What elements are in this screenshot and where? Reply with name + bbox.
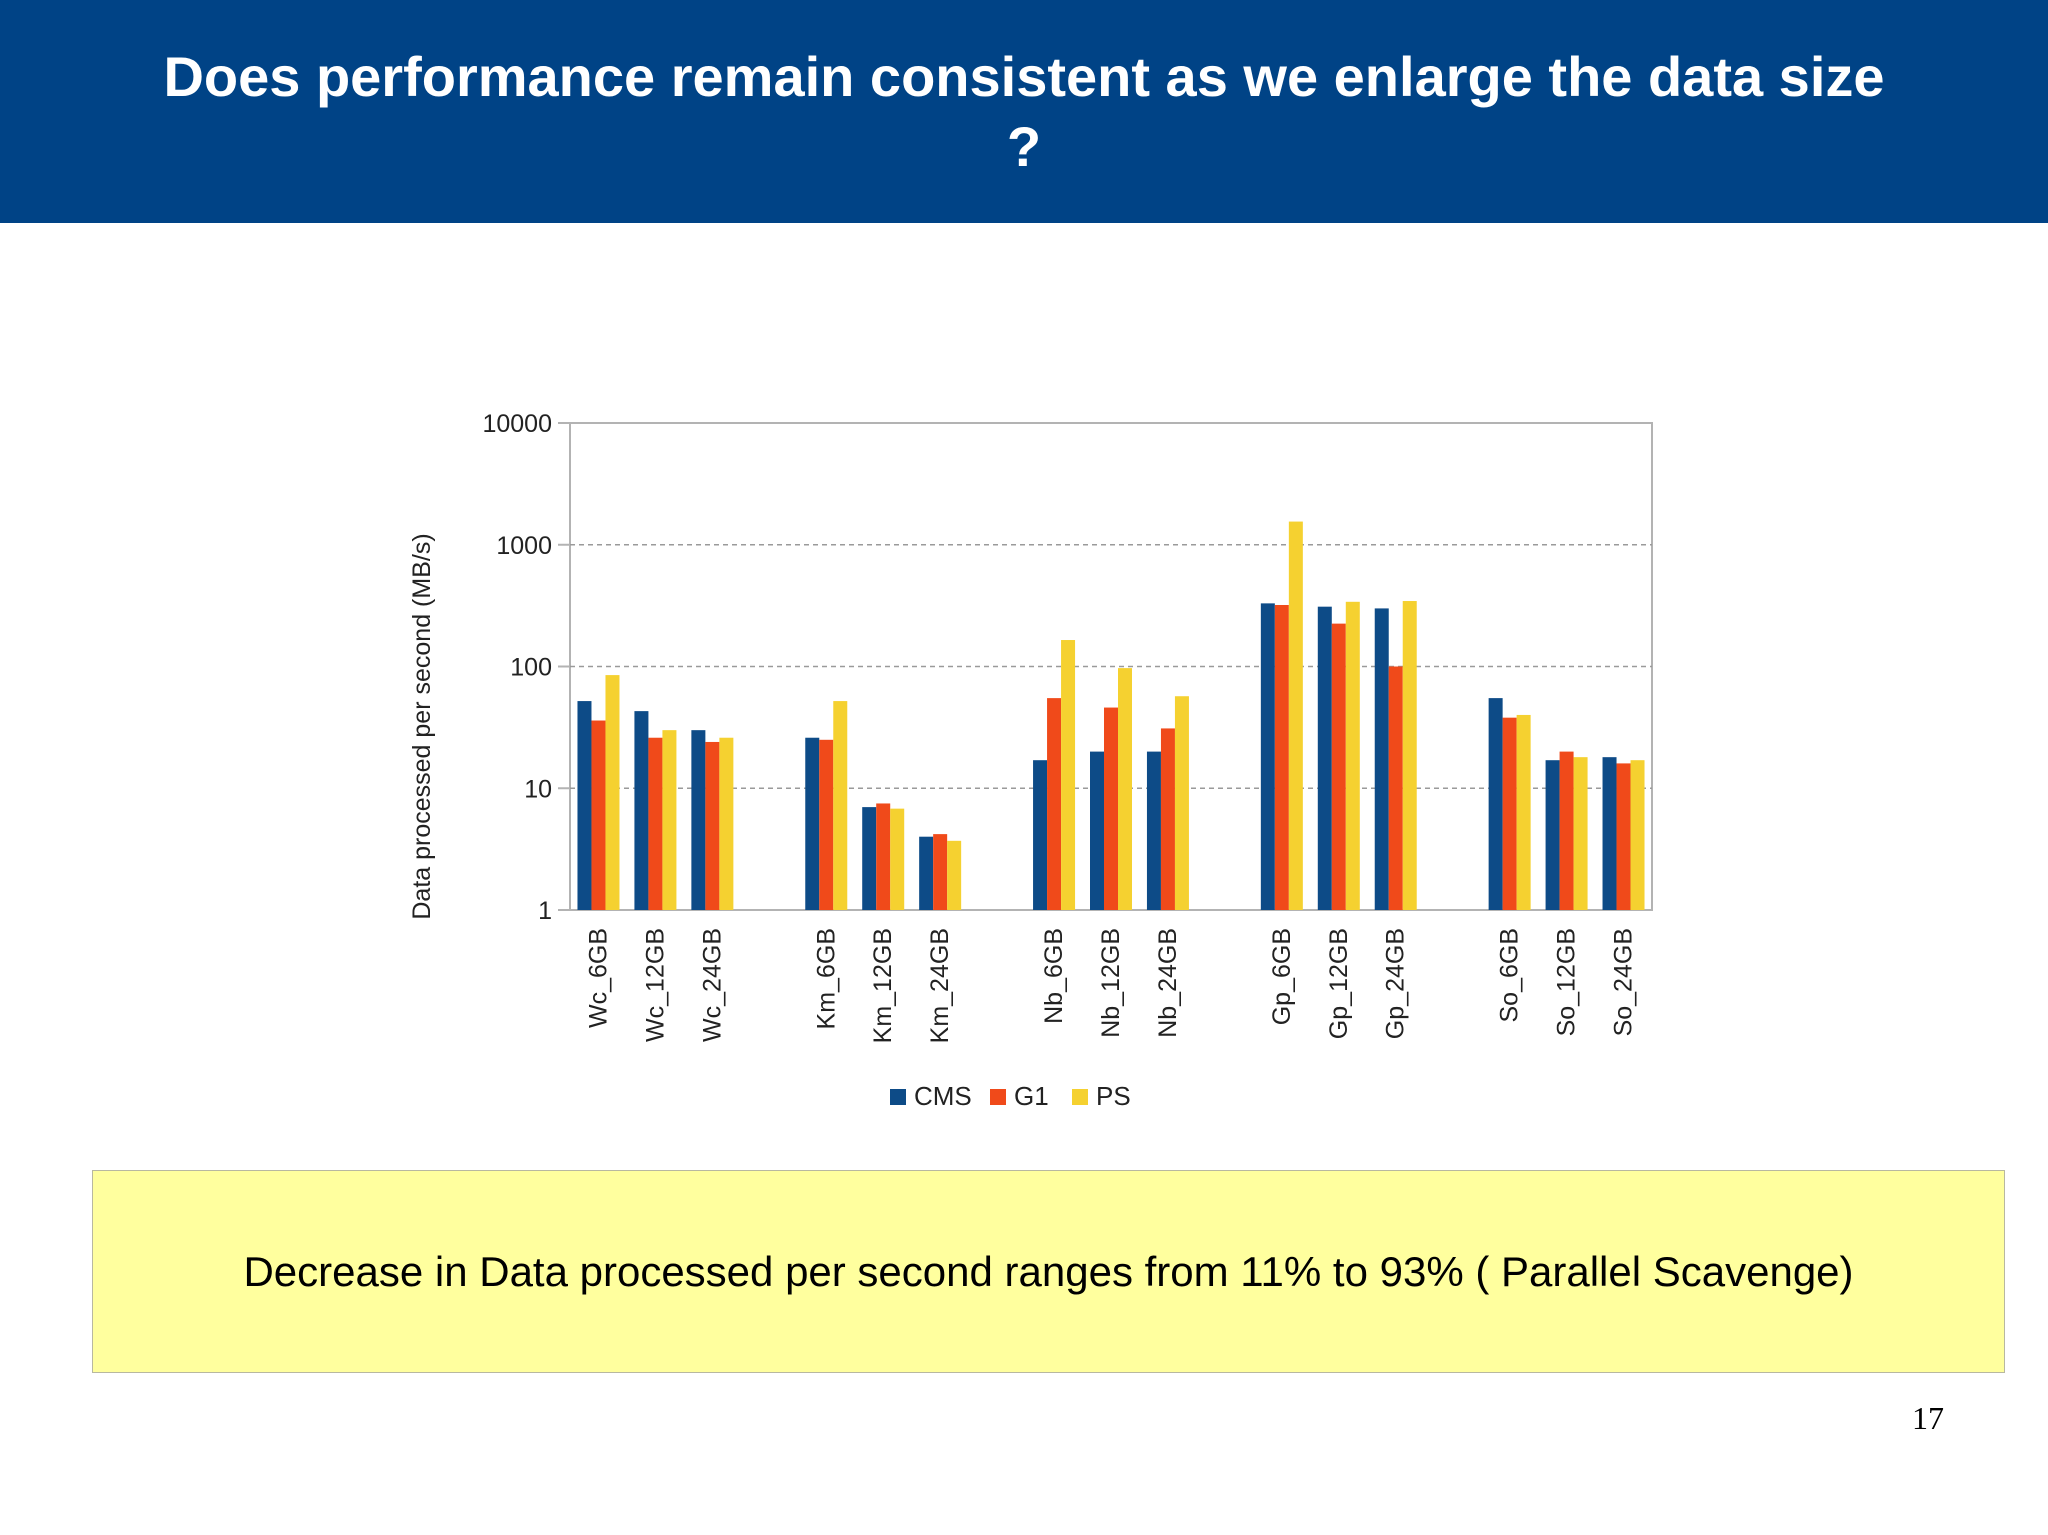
bar-g1-nb-24gb: [1160, 728, 1175, 910]
bar-cms-gp-24gb: [1374, 608, 1389, 910]
bar-ps-wc-24gb: [719, 737, 734, 910]
bar-g1-wc-24gb: [705, 741, 720, 910]
bar-ps-gp-12gb: [1345, 601, 1360, 910]
callout-box: Decrease in Data processed per second ra…: [92, 1170, 2005, 1373]
slide-title: Does performance remain consistent as we…: [163, 44, 1885, 178]
legend-swatch-g1: [990, 1089, 1006, 1105]
x-tick-label: Km_24GB: [926, 928, 954, 1043]
x-tick-label: Wc_24GB: [698, 928, 726, 1042]
bar-g1-so-6gb: [1502, 717, 1517, 910]
bar-ps-gp-24gb: [1402, 601, 1417, 910]
bar-g1-wc-6gb: [591, 720, 606, 910]
bar-g1-gp-12gb: [1331, 623, 1346, 910]
bar-cms-km-6gb: [805, 737, 820, 910]
x-tick-label: So_6GB: [1496, 928, 1524, 1023]
bar-ps-wc-6gb: [605, 675, 620, 910]
bar-ps-so-24gb: [1630, 760, 1645, 910]
bar-cms-wc-6gb: [577, 701, 592, 910]
bar-cms-so-24gb: [1602, 757, 1617, 910]
page-number: 17: [1912, 1400, 1944, 1436]
bar-cms-wc-12gb: [634, 711, 649, 910]
x-tick-label: So_12GB: [1553, 928, 1581, 1036]
legend-label-cms: CMS: [914, 1081, 972, 1111]
y-tick-label: 10000: [482, 410, 552, 438]
x-tick-label: Wc_12GB: [641, 928, 669, 1042]
bar-g1-wc-12gb: [648, 737, 663, 910]
bar-cms-nb-24gb: [1146, 751, 1161, 910]
bar-cms-gp-6gb: [1260, 603, 1275, 910]
y-tick-label: 1000: [496, 532, 552, 560]
bar-cms-so-6gb: [1488, 698, 1503, 910]
chart-svg: 1 10 100 1000 10000 Data processed per second…: [408, 410, 1653, 1111]
bar-ps-wc-12gb: [662, 730, 677, 910]
x-tick-label: Gp_12GB: [1325, 928, 1353, 1039]
bar-g1-gp-24gb: [1388, 666, 1403, 910]
bar-ps-so-6gb: [1516, 714, 1531, 910]
bar-cms-nb-12gb: [1090, 751, 1104, 910]
bar-cms-wc-24gb: [691, 730, 706, 910]
legend-label-ps: PS: [1096, 1081, 1131, 1111]
bar-cms-so-12gb: [1545, 760, 1560, 910]
callout-text: Decrease in Data processed per second ra…: [243, 1247, 1854, 1295]
slide-header: Does performance remain consistent as we…: [0, 0, 2048, 223]
y-tick-label: 10: [524, 775, 552, 803]
bar-ps-nb-24gb: [1174, 696, 1189, 910]
bar-ps-gp-6gb: [1288, 521, 1303, 910]
bar-g1-km-12gb: [876, 803, 891, 910]
bar-cms-nb-6gb: [1033, 760, 1048, 910]
bar-ps-nb-6gb: [1061, 640, 1076, 910]
x-tick-label: Nb_12GB: [1097, 928, 1125, 1038]
bar-cms-gp-12gb: [1317, 606, 1332, 910]
bar-g1-km-6gb: [819, 739, 834, 910]
bar-cms-km-24gb: [919, 836, 934, 910]
x-tick-label: So_24GB: [1610, 928, 1638, 1036]
bar-cms-km-12gb: [862, 807, 877, 910]
y-tick-label: 100: [510, 654, 552, 682]
x-tick-label: Gp_6GB: [1268, 928, 1296, 1025]
bar-ps-km-24gb: [947, 840, 962, 910]
bar-g1-so-24gb: [1616, 763, 1631, 910]
x-tick-label: Km_6GB: [812, 928, 840, 1029]
x-tick-label: Nb_24GB: [1154, 928, 1182, 1038]
y-tick-label: 1: [538, 897, 552, 925]
x-tick-label: Nb_6GB: [1040, 928, 1068, 1024]
bar-ps-so-12gb: [1573, 757, 1588, 910]
bar-ps-km-6gb: [833, 701, 848, 910]
legend-label-g1: G1: [1014, 1081, 1049, 1111]
bar-ps-nb-12gb: [1118, 668, 1132, 910]
x-tick-label: Km_12GB: [869, 928, 897, 1043]
x-tick-label: Gp_24GB: [1382, 928, 1410, 1039]
bar-g1-km-24gb: [933, 834, 948, 910]
y-axis-label: Data processed per second (MB/s): [408, 533, 436, 919]
bar-chart: 1 10 100 1000 10000 Data processed per second…: [390, 395, 1660, 1135]
legend-swatch-cms: [890, 1089, 906, 1105]
bar-g1-so-12gb: [1559, 751, 1574, 910]
bar-g1-nb-6gb: [1047, 698, 1062, 910]
bar-g1-gp-6gb: [1274, 604, 1289, 910]
bar-g1-nb-12gb: [1104, 707, 1118, 910]
bar-ps-km-12gb: [890, 808, 905, 910]
legend-swatch-ps: [1072, 1089, 1088, 1105]
x-tick-label: Wc_6GB: [584, 928, 612, 1028]
